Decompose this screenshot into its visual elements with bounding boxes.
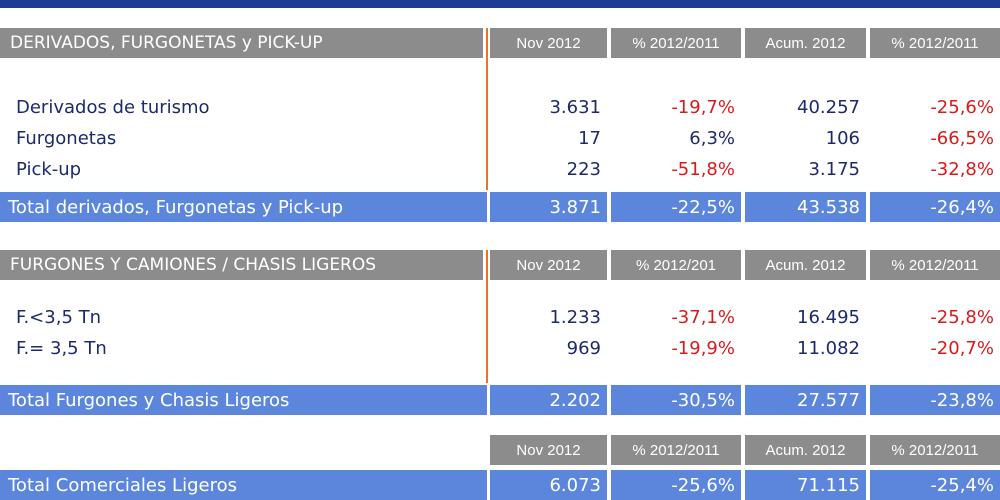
total-value: -30,5% <box>611 385 741 415</box>
column-header: Nov 2012 <box>490 250 607 280</box>
column-header: Acum. 2012 <box>745 250 866 280</box>
column-header: Nov 2012 <box>490 435 607 465</box>
row-value: 6,3% <box>689 128 735 149</box>
row-value: 1.233 <box>549 307 601 328</box>
row-value: 969 <box>566 338 601 359</box>
column-header: % 2012/2011 <box>611 28 741 58</box>
row-value: -20,7% <box>930 338 994 359</box>
row-value: -25,8% <box>930 307 994 328</box>
total-value: -25,6% <box>611 470 741 500</box>
column-header: % 2012/201 <box>611 250 741 280</box>
total-value: 71.115 <box>745 470 866 500</box>
row-value: -19,7% <box>671 97 735 118</box>
row-value: 223 <box>566 159 601 180</box>
top-bar <box>0 0 1000 8</box>
row-label: F.= 3,5 Tn <box>16 338 107 359</box>
total-value: -26,4% <box>870 192 1000 222</box>
row-value: 3.631 <box>549 97 601 118</box>
section-title: DERIVADOS, FURGONETAS y PICK-UP <box>0 28 483 58</box>
row-value: 11.082 <box>797 338 860 359</box>
row-label: Derivados de turismo <box>16 97 210 118</box>
row-label: F.<3,5 Tn <box>16 307 102 328</box>
divider <box>486 250 488 383</box>
total-value: 43.538 <box>745 192 866 222</box>
total-label: Total Comerciales Ligeros <box>0 470 487 500</box>
row-value: 106 <box>825 128 860 149</box>
column-header: Acum. 2012 <box>745 435 866 465</box>
total-value: -22,5% <box>611 192 741 222</box>
row-value: 16.495 <box>797 307 860 328</box>
section-title: FURGONES Y CAMIONES / CHASIS LIGEROS <box>0 250 483 280</box>
total-value: 6.073 <box>490 470 607 500</box>
row-value: 17 <box>578 128 601 149</box>
total-value: -25,4% <box>870 470 1000 500</box>
column-header: % 2012/2011 <box>870 250 1000 280</box>
total-label: Total derivados, Furgonetas y Pick-up <box>0 192 487 222</box>
row-value: -66,5% <box>930 128 994 149</box>
row-value: 3.175 <box>808 159 860 180</box>
column-header: % 2012/2011 <box>870 435 1000 465</box>
row-value: -19,9% <box>671 338 735 359</box>
row-label: Pick-up <box>16 159 82 180</box>
row-value: -51,8% <box>671 159 735 180</box>
column-header: % 2012/2011 <box>611 435 741 465</box>
total-value: -23,8% <box>870 385 1000 415</box>
total-value: 3.871 <box>490 192 607 222</box>
total-label: Total Furgones y Chasis Ligeros <box>0 385 487 415</box>
column-header: % 2012/2011 <box>870 28 1000 58</box>
total-value: 27.577 <box>745 385 866 415</box>
column-header: Acum. 2012 <box>745 28 866 58</box>
row-value: -25,6% <box>930 97 994 118</box>
total-value: 2.202 <box>490 385 607 415</box>
row-value: -37,1% <box>671 307 735 328</box>
divider <box>486 28 488 190</box>
row-label: Furgonetas <box>16 128 117 149</box>
row-value: 40.257 <box>797 97 860 118</box>
column-header: Nov 2012 <box>490 28 607 58</box>
row-value: -32,8% <box>930 159 994 180</box>
